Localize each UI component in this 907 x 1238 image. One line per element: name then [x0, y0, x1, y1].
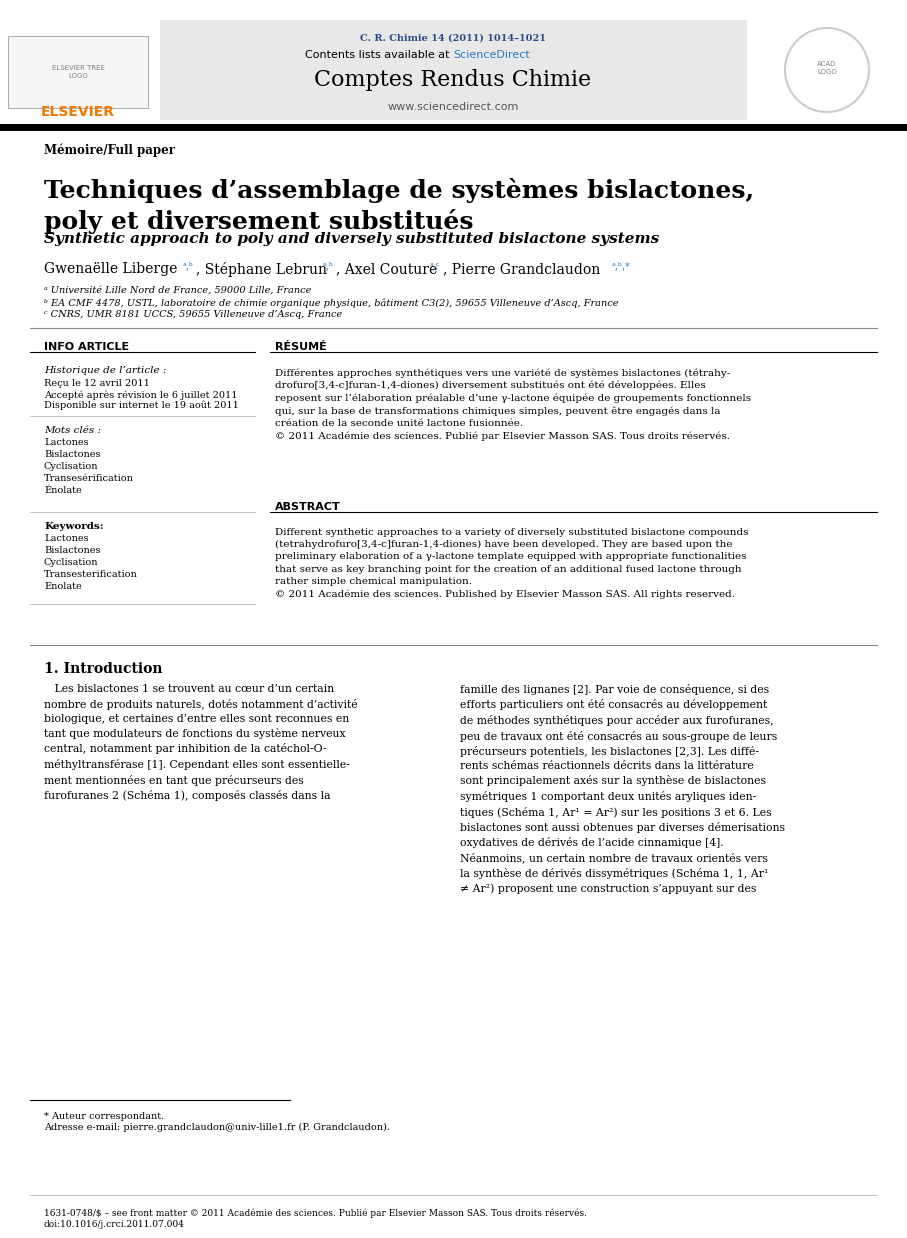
Text: 1. Introduction: 1. Introduction	[44, 662, 162, 676]
Text: Bislactones: Bislactones	[44, 449, 101, 459]
Text: Cyclisation: Cyclisation	[44, 462, 99, 470]
FancyBboxPatch shape	[747, 20, 907, 120]
Text: Enolate: Enolate	[44, 582, 82, 591]
Text: Transesérification: Transesérification	[44, 474, 134, 483]
Text: Reçu le 12 avril 2011: Reçu le 12 avril 2011	[44, 379, 150, 387]
Text: ABSTRACT: ABSTRACT	[275, 501, 341, 513]
Text: Comptes Rendus Chimie: Comptes Rendus Chimie	[315, 69, 591, 92]
FancyBboxPatch shape	[0, 20, 907, 120]
Text: ᵃ,ᵇ: ᵃ,ᵇ	[323, 262, 334, 272]
Text: 1631-0748/$ – see front matter © 2011 Académie des sciences. Publié par Elsevier: 1631-0748/$ – see front matter © 2011 Ac…	[44, 1208, 587, 1217]
Text: Keywords:: Keywords:	[44, 522, 103, 531]
Text: Différentes approches synthétiques vers une variété de systèmes bislactones (tét: Différentes approches synthétiques vers …	[275, 368, 751, 441]
Text: Adresse e-mail: pierre.grandclaudon@univ-lille1.fr (P. Grandclaudon).: Adresse e-mail: pierre.grandclaudon@univ…	[44, 1123, 390, 1132]
Text: Cyclisation: Cyclisation	[44, 558, 99, 567]
Text: , Pierre Grandclaudon: , Pierre Grandclaudon	[443, 262, 600, 276]
Text: ELSEVIER TREE
LOGO: ELSEVIER TREE LOGO	[52, 66, 104, 78]
Text: ACAD
LOGO: ACAD LOGO	[817, 62, 837, 74]
Text: doi:10.1016/j.crci.2011.07.004: doi:10.1016/j.crci.2011.07.004	[44, 1219, 185, 1229]
Text: ᵃ,ᵇ,*: ᵃ,ᵇ,*	[612, 262, 631, 272]
Text: Mémoire/Full paper: Mémoire/Full paper	[44, 144, 175, 157]
Text: Contents lists available at: Contents lists available at	[305, 50, 453, 59]
Text: Gwenaëlle Liberge: Gwenaëlle Liberge	[44, 262, 178, 276]
Text: Different synthetic approaches to a variety of diversely substituted bislactone : Different synthetic approaches to a vari…	[275, 527, 748, 599]
Text: INFO ARTICLE: INFO ARTICLE	[44, 342, 129, 352]
Text: ᶜ CNRS, UMR 8181 UCCS, 59655 Villeneuve d’Ascq, France: ᶜ CNRS, UMR 8181 UCCS, 59655 Villeneuve …	[44, 310, 342, 319]
Text: C. R. Chimie 14 (2011) 1014–1021: C. R. Chimie 14 (2011) 1014–1021	[360, 33, 546, 42]
Text: , Axel Couture: , Axel Couture	[336, 262, 437, 276]
Text: Techniques d’assemblage de systèmes bislactones,
poly et diversement substitués: Techniques d’assemblage de systèmes bisl…	[44, 178, 754, 234]
Text: ᵃ,ᵇ: ᵃ,ᵇ	[183, 262, 194, 272]
Text: Transesterification: Transesterification	[44, 569, 138, 579]
Text: ScienceDirect: ScienceDirect	[453, 50, 530, 59]
Text: Bislactones: Bislactones	[44, 546, 101, 555]
FancyBboxPatch shape	[8, 36, 148, 108]
Text: Énolate: Énolate	[44, 487, 82, 495]
Text: Accepté après révision le 6 juillet 2011: Accepté après révision le 6 juillet 2011	[44, 390, 238, 400]
Text: * Auteur correspondant.: * Auteur correspondant.	[44, 1112, 164, 1120]
Text: Les bislactones 1 se trouvent au cœur d’un certain
nombre de produits naturels, : Les bislactones 1 se trouvent au cœur d’…	[44, 685, 357, 801]
Text: ELSEVIER: ELSEVIER	[41, 105, 115, 119]
Text: Historique de l’article :: Historique de l’article :	[44, 366, 166, 375]
Text: Synthetic approach to poly and diversely substituted bislactone systems: Synthetic approach to poly and diversely…	[44, 232, 659, 246]
Text: Lactones: Lactones	[44, 534, 89, 543]
FancyBboxPatch shape	[0, 20, 160, 120]
Text: Disponible sur internet le 19 août 2011: Disponible sur internet le 19 août 2011	[44, 401, 239, 411]
Text: famille des lignanes [2]. Par voie de conséquence, si des
efforts particuliers o: famille des lignanes [2]. Par voie de co…	[460, 685, 785, 894]
Text: ᵃ,ᶜ: ᵃ,ᶜ	[430, 262, 441, 272]
Text: ᵃ Université Lille Nord de France, 59000 Lille, France: ᵃ Université Lille Nord de France, 59000…	[44, 286, 311, 295]
Text: Mots clés :: Mots clés :	[44, 426, 101, 435]
Text: Lactones: Lactones	[44, 438, 89, 447]
Text: RÉSUMÉ: RÉSUMÉ	[275, 342, 327, 352]
Text: ᵇ EA CMF 4478, USTL, laboratoire de chimie organique physique, bâtiment C3(2), 5: ᵇ EA CMF 4478, USTL, laboratoire de chim…	[44, 298, 619, 307]
Text: www.sciencedirect.com: www.sciencedirect.com	[387, 102, 519, 111]
Text: , Stéphane Lebrun: , Stéphane Lebrun	[196, 262, 327, 277]
